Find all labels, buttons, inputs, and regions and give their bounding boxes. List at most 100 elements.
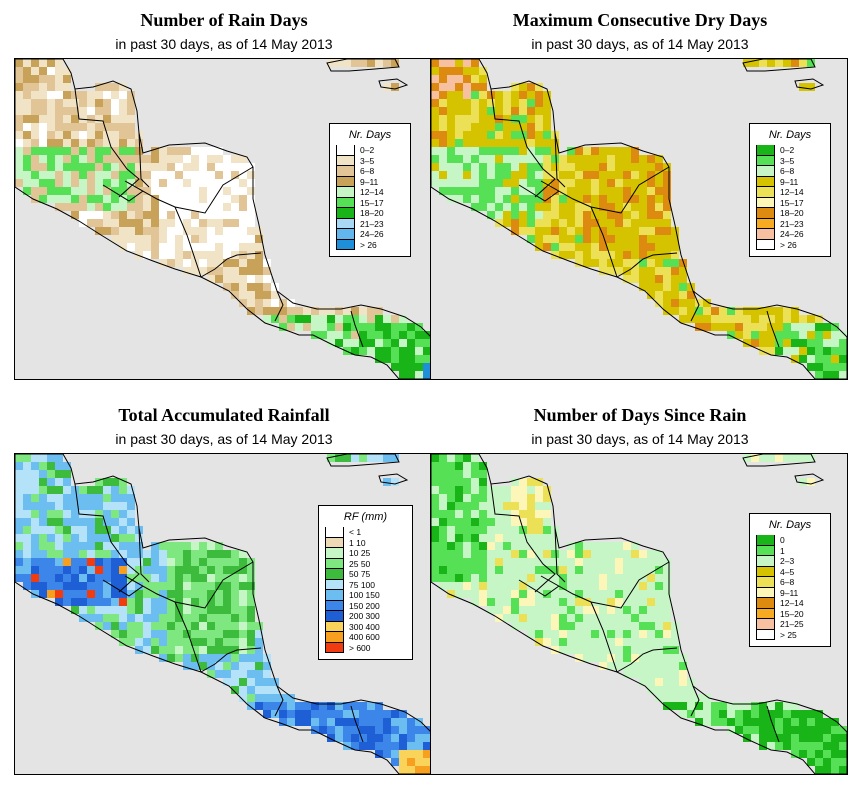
legend-entry: 18–20 — [336, 208, 404, 219]
legend-swatch — [336, 239, 355, 250]
legend-swatch — [756, 535, 775, 546]
legend-entry: 3–5 — [756, 155, 824, 166]
legend-entry: > 26 — [336, 239, 404, 250]
legend-entry: 9–11 — [336, 176, 404, 187]
panel-days-since-rain: Number of Days Since Rain in past 30 day… — [430, 395, 850, 785]
legend-swatch — [336, 155, 355, 166]
legend-label: 150 200 — [349, 600, 380, 611]
legend-label: 10 25 — [349, 548, 371, 559]
legend-label: 0–2 — [360, 145, 375, 156]
rainfall-grid — [431, 454, 847, 774]
rainfall-grid — [15, 454, 431, 774]
legend-entry: 15–17 — [336, 197, 404, 208]
legend-label: 15–17 — [360, 197, 384, 208]
legend-label: 12–14 — [780, 598, 804, 609]
legend-label: 3–5 — [780, 155, 795, 166]
legend-entry: < 1 — [325, 527, 406, 538]
legend-swatch — [325, 558, 344, 569]
legend-swatch — [756, 577, 775, 588]
legend-swatch — [325, 600, 344, 611]
country-borders — [15, 454, 431, 774]
legend-swatch — [756, 197, 775, 208]
legend-entry: 6–8 — [756, 577, 824, 588]
legend-entry: 2–3 — [756, 556, 824, 567]
legend-swatch — [756, 229, 775, 240]
legend-entry: 12–14 — [756, 598, 824, 609]
legend-label: 24–26 — [780, 229, 804, 240]
legend-entry: 50 75 — [325, 569, 406, 580]
legend-swatch — [756, 155, 775, 166]
legend-swatch — [756, 239, 775, 250]
central-america-map — [15, 59, 431, 379]
legend-entry: 12–14 — [336, 187, 404, 198]
rainfall-grid — [431, 59, 847, 379]
legend-swatch — [325, 642, 344, 653]
legend-label: 4–5 — [780, 566, 795, 577]
legend-label: 24–26 — [360, 229, 384, 240]
legend-entry: 1 — [756, 545, 824, 556]
legend-swatch — [756, 629, 775, 640]
map-legend: Nr. Days 0–2 3–5 6–8 9–11 12–14 15–17 18–20 21–… — [329, 123, 411, 257]
legend-entry: 75 100 — [325, 579, 406, 590]
legend-swatch — [336, 187, 355, 198]
legend-entry: > 600 — [325, 642, 406, 653]
legend-label: 12–14 — [360, 187, 384, 198]
legend-entry: > 25 — [756, 629, 824, 640]
legend-entry: 0–2 — [336, 145, 404, 156]
legend-label: 9–11 — [360, 176, 379, 187]
panel-title: Maximum Consecutive Dry Days — [512, 10, 768, 30]
legend-label: 1 10 — [349, 537, 366, 548]
panel-subtitle: in past 30 days, as of 14 May 2013 — [531, 36, 749, 52]
map-legend: Nr. Days 0–2 3–5 6–8 9–11 12–14 15–17 18–20 21–… — [749, 123, 831, 257]
legend-label: > 26 — [360, 239, 377, 250]
legend-swatch — [336, 166, 355, 177]
legend-entry: 3–5 — [336, 155, 404, 166]
legend-label: > 26 — [780, 239, 797, 250]
rainfall-grid — [15, 59, 431, 379]
legend-entry: 0 — [756, 535, 824, 546]
legend-label: > 600 — [349, 642, 371, 653]
legend-swatch — [336, 218, 355, 229]
legend-label: < 1 — [349, 527, 362, 538]
legend-entry: 18–20 — [756, 208, 824, 219]
legend-label: 15–17 — [780, 197, 804, 208]
legend-label: 21–23 — [360, 218, 384, 229]
panel-title: Total Accumulated Rainfall — [118, 405, 330, 425]
legend-entry: 1 10 — [325, 537, 406, 548]
legend-swatch — [336, 208, 355, 219]
legend-swatch — [325, 590, 344, 601]
legend-swatch — [756, 208, 775, 219]
legend-entry: 24–26 — [756, 229, 824, 240]
legend-label: 75 100 — [349, 579, 375, 590]
legend-entry: 10 25 — [325, 548, 406, 559]
legend-title: Nr. Days — [768, 519, 812, 531]
panel-subtitle: in past 30 days, as of 14 May 2013 — [115, 36, 333, 52]
legend-label: 18–20 — [780, 208, 804, 219]
legend-entry: 15–17 — [756, 197, 824, 208]
legend-swatch — [756, 566, 775, 577]
legend-label: > 25 — [780, 629, 797, 640]
legend-label: 9–11 — [780, 176, 799, 187]
legend-entry: 24–26 — [336, 229, 404, 240]
legend-label: 3–5 — [360, 155, 375, 166]
legend-swatch — [756, 608, 775, 619]
legend-entry: 6–8 — [756, 166, 824, 177]
central-america-map — [431, 454, 847, 774]
legend-swatch — [325, 611, 344, 622]
panel-title: Number of Days Since Rain — [533, 405, 747, 425]
country-borders — [15, 59, 431, 379]
legend-label: 21–23 — [780, 218, 804, 229]
legend-label: 18–20 — [360, 208, 384, 219]
central-america-map — [431, 59, 847, 379]
legend-label: 15–20 — [780, 608, 804, 619]
legend-entry: 12–14 — [756, 187, 824, 198]
legend-label: 6–8 — [780, 577, 795, 588]
legend-swatch — [756, 218, 775, 229]
legend-label: 200 300 — [349, 611, 380, 622]
country-borders — [431, 59, 847, 379]
panel-rain-days: Number of Rain Days in past 30 days, as … — [14, 0, 434, 390]
legend-swatch — [325, 527, 344, 538]
legend-label: 9–11 — [780, 587, 799, 598]
legend-swatch — [325, 621, 344, 632]
legend-swatch — [336, 197, 355, 208]
